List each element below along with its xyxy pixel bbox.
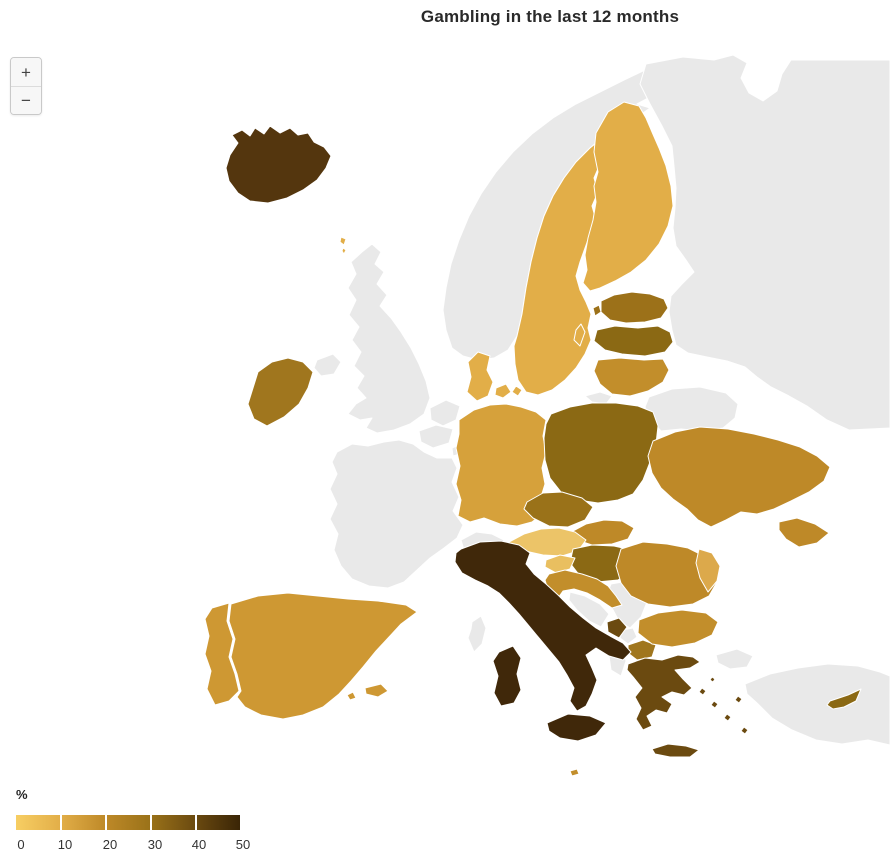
legend-tick-50: 50 xyxy=(235,837,251,852)
country-moldova[interactable] xyxy=(695,548,721,593)
country-estonia[interactable] xyxy=(592,291,669,324)
country-slovenia[interactable] xyxy=(544,554,576,574)
country-ireland[interactable] xyxy=(247,357,314,427)
country-greece[interactable] xyxy=(626,654,749,758)
legend-tick-divider xyxy=(60,815,62,830)
zoom-out-button[interactable]: − xyxy=(11,86,41,114)
legend-tick-0: 0 xyxy=(17,837,25,852)
country-iceland[interactable] xyxy=(225,125,332,204)
country-faroe-islands[interactable] xyxy=(339,236,347,255)
legend-tick-20: 20 xyxy=(102,837,118,852)
country-russia[interactable] xyxy=(584,54,890,431)
country-france[interactable] xyxy=(329,439,487,653)
country-lithuania[interactable] xyxy=(593,357,670,397)
legend-unit-label: % xyxy=(16,787,28,802)
zoom-in-button[interactable]: + xyxy=(11,58,41,86)
legend-tick-divider xyxy=(150,815,152,830)
legend-tick-divider xyxy=(105,815,107,830)
country-finland[interactable] xyxy=(582,101,674,292)
country-bulgaria[interactable] xyxy=(637,609,719,648)
country-turkey[interactable] xyxy=(715,648,890,746)
country-poland[interactable] xyxy=(543,402,659,504)
country-latvia[interactable] xyxy=(593,325,674,357)
country-ukraine[interactable] xyxy=(647,426,831,548)
legend: % 0 10 20 30 40 50 xyxy=(16,787,256,853)
zoom-controls: + − xyxy=(10,57,42,115)
country-united-kingdom[interactable] xyxy=(313,243,431,434)
page-title: Gambling in the last 12 months xyxy=(420,7,680,26)
country-cyprus[interactable] xyxy=(826,688,862,710)
legend-tick-10: 10 xyxy=(57,837,73,852)
country-malta[interactable] xyxy=(569,768,580,777)
country-netherlands[interactable] xyxy=(429,399,461,427)
country-montenegro[interactable] xyxy=(606,617,628,639)
legend-tick-40: 40 xyxy=(191,837,207,852)
legend-gradient-bar xyxy=(16,815,240,830)
country-bosnia[interactable] xyxy=(568,591,610,628)
country-romania[interactable] xyxy=(615,541,718,608)
legend-tick-divider xyxy=(195,815,197,830)
country-czechia[interactable] xyxy=(523,491,594,528)
country-sweden[interactable] xyxy=(513,139,601,396)
country-italy[interactable] xyxy=(454,540,632,742)
legend-tick-30: 30 xyxy=(147,837,163,852)
country-spain[interactable] xyxy=(228,592,418,720)
legend-tick-labels: 0 10 20 30 40 50 xyxy=(16,837,256,853)
country-portugal[interactable] xyxy=(204,602,240,706)
country-belarus[interactable] xyxy=(644,386,739,432)
country-belgium[interactable] xyxy=(418,424,454,449)
country-denmark[interactable] xyxy=(466,351,523,402)
